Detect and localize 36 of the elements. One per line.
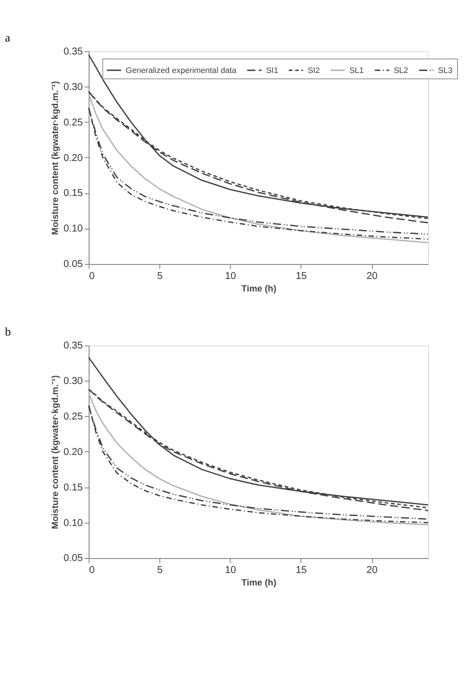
- x-tick-label: 20: [366, 270, 378, 282]
- legend-label: Generalized experimental data: [126, 66, 237, 75]
- x-tick-label: 15: [296, 270, 308, 282]
- y-tick-label: 0.15: [63, 188, 84, 200]
- y-tick-label: 0.05: [63, 553, 84, 564]
- legend-label: SL2: [394, 66, 409, 75]
- x-tick-label: 15: [296, 565, 308, 576]
- y-tick-label: 0.20: [63, 152, 84, 164]
- y-tick-label: 0.05: [63, 259, 84, 270]
- chart-title: b: [5, 325, 12, 338]
- legend-label: SI2: [308, 66, 320, 75]
- legend-label: SI1: [266, 66, 279, 75]
- y-tick-label: 0.30: [63, 82, 84, 93]
- x-tick-label: 0: [89, 270, 96, 282]
- y-tick-label: 0.20: [63, 446, 84, 458]
- y-tick-label: 0.10: [63, 518, 84, 529]
- y-tick-label: 0.25: [63, 411, 84, 422]
- x-axis-title: Time (h): [241, 284, 276, 294]
- x-tick-label: 10: [225, 270, 237, 282]
- y-tick-label: 0.15: [63, 482, 84, 494]
- x-tick-label: 10: [225, 565, 237, 576]
- x-tick-label: 5: [157, 270, 164, 282]
- y-axis-title: Moisture content (kgwater·kgd.m.⁻¹): [50, 81, 60, 235]
- y-tick-label: 0.30: [63, 376, 84, 388]
- x-tick-label: 5: [157, 565, 164, 576]
- y-tick-label: 0.35: [63, 46, 84, 58]
- x-tick-label: 0: [89, 565, 96, 576]
- legend-label: SL1: [349, 66, 364, 75]
- chart-title: a: [5, 31, 12, 44]
- y-tick-label: 0.10: [63, 224, 84, 235]
- x-axis-title: Time (h): [241, 578, 276, 588]
- x-tick-label: 20: [366, 565, 378, 576]
- legend-label: SL3: [438, 66, 453, 75]
- y-tick-label: 0.25: [63, 117, 84, 128]
- y-tick-label: 0.35: [63, 340, 84, 352]
- y-axis-title: Moisture content (kgwater·kgd.m.⁻¹): [50, 375, 60, 530]
